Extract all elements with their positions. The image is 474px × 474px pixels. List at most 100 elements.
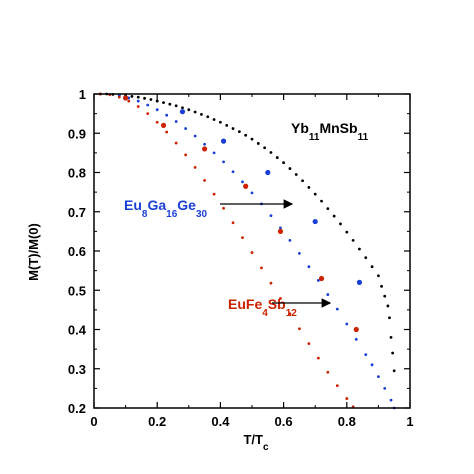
data-point (231, 221, 235, 225)
data-point (225, 124, 229, 127)
data-point (386, 304, 390, 308)
data-point (220, 138, 227, 144)
data-point (127, 99, 131, 103)
y-tick-label: 0.7 (68, 205, 86, 220)
data-point (160, 122, 167, 128)
data-point (320, 199, 323, 203)
data-point (222, 206, 225, 210)
label-yb11mnsb11: Yb11MnSb11 (291, 120, 369, 143)
data-point (316, 279, 320, 282)
data-point (377, 274, 380, 278)
plot-frame (93, 93, 411, 409)
data-point (260, 266, 263, 270)
data-point (143, 96, 146, 100)
data-point (269, 214, 273, 218)
y-tick-label: 0.2 (68, 401, 86, 416)
data-point (146, 112, 150, 116)
data-point (193, 134, 197, 138)
data-point (358, 247, 361, 251)
data-point (351, 239, 355, 242)
data-point (117, 95, 121, 99)
data-point (146, 103, 150, 107)
label-subscript: 12 (286, 308, 298, 319)
data-point (187, 108, 191, 112)
data-point (130, 94, 134, 98)
data-point (243, 183, 249, 189)
label-subscript: 11 (309, 132, 320, 143)
data-point (335, 384, 339, 388)
y-tick-label: 0.9 (68, 126, 86, 141)
data-point (241, 236, 244, 240)
data-point (250, 137, 254, 141)
label-text: Yb (291, 120, 309, 136)
x-axis-title: T/Tc (243, 432, 269, 453)
data-point (222, 160, 225, 164)
data-point (282, 161, 285, 165)
data-point (123, 95, 129, 101)
x-tick-label: 0.4 (211, 414, 230, 429)
data-point (168, 102, 172, 106)
data-point (149, 98, 153, 101)
data-point (313, 192, 317, 196)
data-point (279, 297, 282, 300)
data-point (364, 353, 368, 357)
data-point (202, 146, 208, 152)
data-point (391, 351, 395, 355)
data-point (326, 293, 330, 296)
data-point (377, 375, 380, 378)
data-point (193, 165, 197, 169)
data-point (383, 294, 387, 298)
data-point (356, 279, 363, 285)
data-point (383, 386, 387, 390)
y-tick-label: 1 (79, 87, 86, 102)
y-tick-label: 0.4 (68, 323, 87, 338)
data-point (364, 256, 368, 260)
data-point (212, 118, 216, 121)
data-point (288, 167, 292, 170)
data-point (174, 120, 178, 123)
data-point (155, 120, 159, 124)
data-point (181, 106, 184, 110)
data-point (345, 397, 349, 400)
data-point (370, 363, 374, 367)
label-text: Ga (147, 197, 166, 213)
data-point (155, 108, 159, 112)
data-point (326, 207, 330, 211)
y-tick-label: 0.5 (68, 283, 86, 298)
labels-layer: Yb11MnSb11 Eu8Ga16Ge30 EuFe4Sb12 (124, 120, 369, 319)
data-point (269, 151, 273, 154)
data-point (332, 214, 336, 218)
series-1 (98, 92, 396, 410)
data-point (326, 370, 330, 374)
data-point (269, 281, 273, 285)
data-point (165, 130, 169, 134)
label-eu8ga16ge30: Eu8Ga16Ge30 (124, 197, 208, 220)
label-text: Ge (177, 197, 196, 213)
y-tick-label: 0.3 (68, 362, 86, 377)
data-point (277, 228, 284, 234)
data-point (307, 342, 311, 346)
data-point (388, 316, 391, 320)
data-point (316, 356, 320, 360)
data-point (184, 153, 188, 157)
data-point (307, 186, 311, 189)
data-point (345, 230, 349, 234)
label-text: Eu (124, 197, 142, 213)
data-point (136, 99, 140, 103)
data-point (294, 173, 298, 176)
data-point (307, 265, 311, 269)
data-point (265, 169, 271, 176)
label-eufe4sb12: EuFe4Sb12 (228, 296, 297, 319)
data-point (250, 251, 254, 254)
data-point (301, 179, 304, 183)
data-point (179, 109, 186, 115)
x-tick-label: 0.8 (338, 414, 356, 429)
data-point (162, 101, 165, 105)
data-point (353, 326, 359, 333)
data-point (312, 218, 318, 225)
label-subscript: 8 (142, 209, 148, 220)
data-point (136, 105, 140, 108)
y-axis-title: M(T)/M(0) (26, 223, 41, 281)
y-tick-label: 0.8 (68, 166, 86, 181)
data-point (206, 115, 210, 119)
